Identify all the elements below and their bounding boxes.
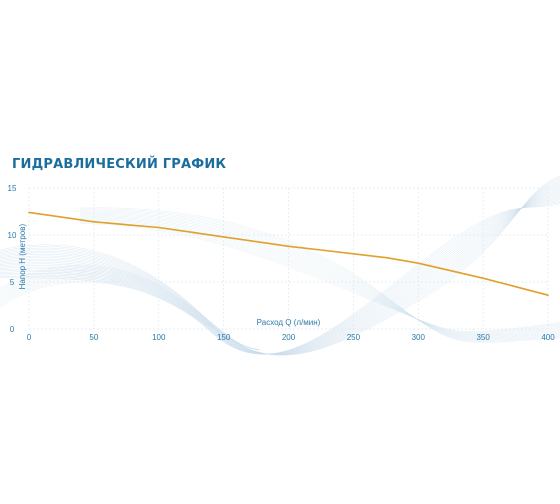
series-group [28,211,549,296]
x-tick-label: 150 [217,333,231,342]
y-tick-label: 0 [10,325,15,334]
x-tick-label: 50 [89,333,98,342]
decor-wave-line [79,209,560,342]
decor-wave-line [79,208,560,342]
decor-wave-line [79,223,560,332]
decor-wave-line [0,175,560,356]
chart-title: ГИДРАВЛИЧЕСКИЙ ГРАФИК [12,157,227,172]
decor-wave-line [79,212,560,340]
x-tick-label: 350 [476,333,490,342]
decor-wave-line [79,207,560,343]
x-axis-ticks: 0 50 100 150 200 250 300 350 400 [27,333,555,342]
decor-wave-line [79,219,560,335]
decor-wave-line [79,214,560,339]
decor-wave-line [0,182,560,355]
decor-wave-line [79,211,560,340]
y-tick-label: 10 [8,231,17,240]
y-tick-label: 15 [8,184,17,193]
x-tick-label: 100 [152,333,166,342]
y-axis-label: Напор H (метров) [18,224,27,290]
x-tick-label: 0 [27,333,32,342]
decor-wave-line [0,203,560,355]
decor-wave-line [79,217,560,337]
x-tick-label: 300 [412,333,426,342]
background-wave-decoration [0,175,560,356]
decor-wave-line [79,218,560,336]
x-tick-label: 400 [541,333,555,342]
decor-wave-line [79,216,560,337]
decor-wave-line [0,179,560,355]
x-tick-label: 200 [282,333,296,342]
decor-wave-line [79,215,560,338]
x-tick-label: 250 [347,333,361,342]
decor-wave-line [0,178,560,355]
grid-lines [28,187,549,330]
decor-wave-line [0,177,560,356]
series-line [28,211,549,296]
decor-wave-line [0,200,560,355]
decor-wave-line [79,221,560,334]
decor-wave-line [79,222,560,333]
y-axis-ticks: 0 5 10 15 [8,184,17,334]
y-tick-label: 5 [10,278,15,287]
x-axis-label: Расход Q (л/мин) [257,318,321,327]
decor-wave-line [79,210,560,341]
